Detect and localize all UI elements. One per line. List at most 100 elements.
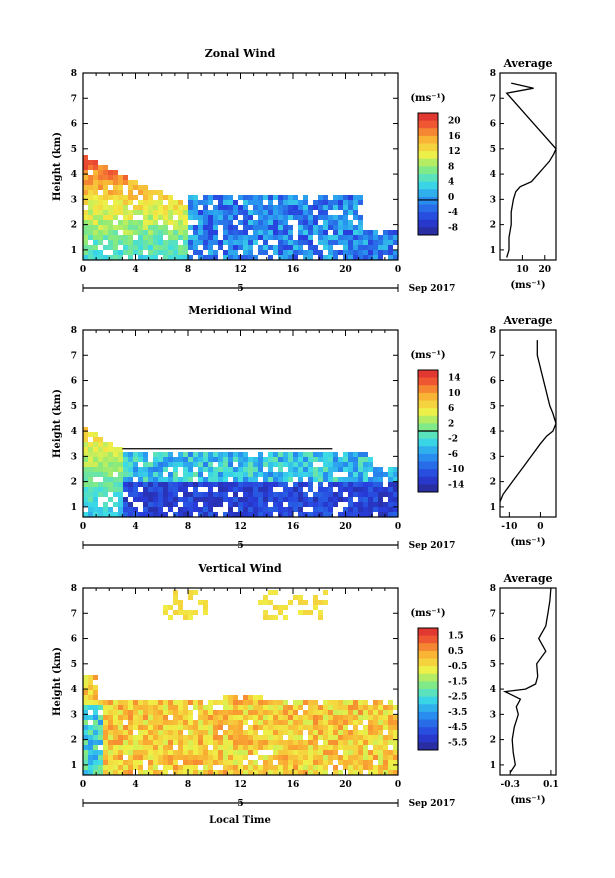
- avg-y-tick-label: 6: [490, 377, 496, 387]
- colorbar-tick-label: 16: [448, 132, 461, 142]
- panel-title: Vertical Wind: [197, 562, 282, 575]
- colorbar-tick-label: -0.5: [448, 662, 467, 672]
- x-tick-label: 12: [234, 780, 247, 790]
- colorbar-tick-label: 4: [448, 178, 454, 188]
- colorbar-tick-label: 8: [448, 162, 454, 172]
- day-label: 5: [237, 284, 243, 294]
- x-tick-label: 4: [132, 522, 138, 532]
- x-tick-label: 0: [395, 522, 401, 532]
- y-tick-label: 5: [71, 402, 77, 412]
- y-tick-label: 3: [71, 195, 77, 205]
- colorbar-tick-label: -6: [448, 450, 458, 460]
- colorbar-swatch: [418, 628, 438, 637]
- x-tick-label: 16: [287, 780, 300, 790]
- heatmap-cells: [83, 590, 398, 775]
- colorbar-swatch: [418, 689, 438, 698]
- x-tick-label: 16: [287, 522, 300, 532]
- colorbar-frame: [417, 627, 439, 751]
- avg-y-tick-label: 1: [490, 246, 496, 256]
- y-tick-label: 3: [71, 452, 77, 462]
- y-tick-label: 1: [71, 246, 77, 256]
- colorbar-swatch: [418, 734, 438, 743]
- avg-y-tick-label: 4: [490, 427, 496, 437]
- colorbar-swatch: [418, 158, 438, 167]
- date-label: Sep 2017: [409, 541, 456, 551]
- colorbar-swatch: [418, 719, 438, 728]
- colorbar-tick-label: -3.5: [448, 708, 467, 718]
- colorbar-swatch: [418, 204, 438, 213]
- avg-x-axis-label: (ms⁻¹): [510, 795, 545, 806]
- x-tick-label: 16: [287, 265, 300, 275]
- y-tick-label: 1: [71, 761, 77, 771]
- x-tick-label: 0: [80, 522, 86, 532]
- colorbar-tick-label: -4.5: [448, 723, 467, 733]
- x-tick-label: 20: [339, 780, 352, 790]
- colorbar-swatch: [418, 438, 438, 447]
- colorbar-tick-label: 2: [448, 419, 454, 429]
- avg-y-tick-label: 6: [490, 120, 496, 130]
- heatmap-cells: [83, 427, 398, 517]
- colorbar-swatch: [418, 166, 438, 175]
- colorbar-swatch: [418, 219, 438, 228]
- day-label: 5: [237, 541, 243, 551]
- y-tick-label: 8: [71, 69, 77, 79]
- x-tick-label: 0: [395, 265, 401, 275]
- colorbar-tick-label: 20: [448, 117, 461, 127]
- colorbar-swatch: [418, 431, 438, 440]
- heatmap-cells: [83, 155, 398, 260]
- colorbar-swatch: [418, 453, 438, 462]
- colorbar-tick-label: -8: [448, 223, 458, 233]
- avg-y-tick-label: 8: [490, 326, 496, 336]
- colorbar-tick-label: -4: [448, 208, 458, 218]
- colorbar-swatch: [418, 666, 438, 675]
- avg-x-tick-label: 0: [537, 522, 543, 532]
- colorbar-swatch: [418, 181, 438, 190]
- avg-y-tick-label: 3: [490, 195, 496, 205]
- average-profile-line: [502, 587, 552, 773]
- x-tick-label: 20: [339, 265, 352, 275]
- avg-x-tick-label: -0.3: [500, 780, 519, 790]
- colorbar-swatch: [418, 120, 438, 129]
- date-label: Sep 2017: [409, 284, 456, 294]
- avg-y-tick-label: 5: [490, 660, 496, 670]
- colorbar-swatch: [418, 446, 438, 455]
- colorbar-tick-label: -10: [448, 465, 464, 475]
- colorbar-tick-label: -2: [448, 435, 458, 445]
- avg-y-tick-label: 3: [490, 710, 496, 720]
- x-tick-label: 12: [234, 522, 247, 532]
- colorbar-swatch: [418, 143, 438, 152]
- avg-y-tick-label: 2: [490, 736, 496, 746]
- y-tick-label: 7: [71, 351, 77, 361]
- avg-y-tick-label: 4: [490, 685, 496, 695]
- colorbar-swatch: [418, 461, 438, 470]
- average-frame: [499, 587, 557, 776]
- y-tick-label: 4: [71, 427, 77, 437]
- avg-y-tick-label: 5: [490, 402, 496, 412]
- colorbar-swatch: [418, 742, 438, 751]
- avg-y-tick-label: 2: [490, 221, 496, 231]
- colorbar-swatch: [418, 400, 438, 409]
- avg-y-tick-label: 2: [490, 478, 496, 488]
- x-axis-label: Local Time: [209, 815, 271, 826]
- avg-y-tick-label: 7: [490, 609, 496, 619]
- colorbar-unit: (ms⁻¹): [410, 350, 445, 361]
- y-tick-label: 5: [71, 145, 77, 155]
- colorbar-swatch: [418, 151, 438, 160]
- colorbar-swatch: [418, 128, 438, 137]
- y-tick-label: 6: [71, 120, 77, 130]
- colorbar-swatch: [418, 113, 438, 122]
- avg-y-tick-label: 1: [490, 761, 496, 771]
- colorbar-swatch: [418, 484, 438, 493]
- colorbar-swatch: [418, 392, 438, 401]
- date-label: Sep 2017: [409, 799, 456, 809]
- colorbar-swatch: [418, 711, 438, 720]
- y-tick-label: 4: [71, 170, 77, 180]
- x-tick-label: 8: [185, 265, 191, 275]
- x-tick-label: 0: [80, 780, 86, 790]
- average-profile-line: [505, 82, 557, 258]
- colorbar-swatch: [418, 673, 438, 682]
- colorbar-swatch: [418, 650, 438, 659]
- colorbar-tick-label: -2.5: [448, 693, 467, 703]
